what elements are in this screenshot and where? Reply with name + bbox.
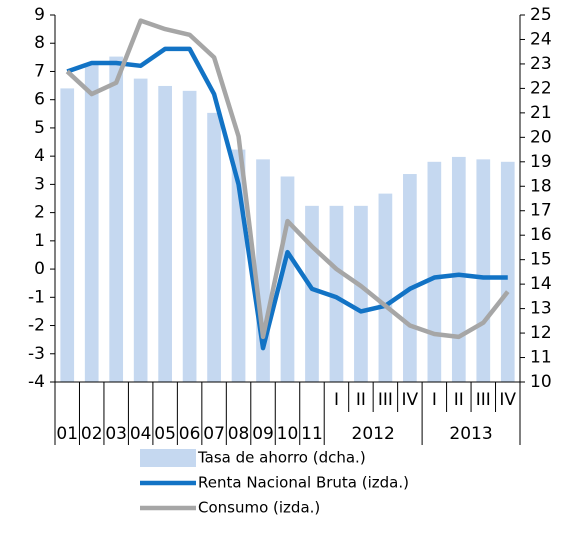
y-tick-label: -1 [28, 287, 45, 307]
y2-tick-label: 25 [530, 5, 552, 25]
y-tick-label: -4 [28, 372, 45, 392]
y-tick-label: -3 [28, 344, 45, 364]
x-tick-label: III [476, 390, 491, 410]
bar [476, 159, 491, 382]
bar [378, 193, 393, 382]
y2-tick-label: 20 [530, 127, 552, 147]
y-tick-label: 5 [34, 118, 45, 138]
x-tick-label: I [334, 390, 339, 410]
x-group-label: 2012 [352, 424, 395, 444]
x-tick-label: 02 [81, 424, 103, 444]
bar [109, 56, 124, 383]
x-tick-label: 05 [154, 424, 176, 444]
x-tick-label: 04 [130, 424, 152, 444]
y-tick-label: -2 [28, 316, 45, 336]
x-tick-label: 10 [277, 424, 299, 444]
axes: -4-3-2-101234567891011121314151617181920… [28, 5, 552, 445]
bar [133, 78, 148, 382]
x-tick-label: 01 [56, 424, 78, 444]
y2-tick-label: 24 [530, 29, 552, 49]
bar [427, 161, 442, 382]
bar [158, 85, 172, 382]
y2-tick-label: 14 [530, 274, 552, 294]
y2-tick-label: 10 [530, 372, 552, 392]
bar [207, 112, 221, 382]
y2-tick-label: 23 [530, 54, 552, 74]
y2-tick-label: 11 [530, 348, 552, 368]
x-tick-label: 08 [228, 424, 250, 444]
y-tick-label: 6 [34, 90, 45, 110]
legend-label: Consumo (izda.) [198, 499, 320, 517]
x-tick-label: II [454, 390, 464, 410]
x-tick-label: 11 [301, 424, 323, 444]
y2-tick-label: 13 [530, 299, 552, 319]
x-tick-label: IV [402, 390, 419, 410]
legend-swatch [140, 449, 196, 467]
x-tick-label: 09 [252, 424, 274, 444]
x-tick-label: IV [499, 390, 516, 410]
bar [329, 205, 344, 382]
y-tick-label: 1 [34, 231, 45, 251]
y2-tick-label: 12 [530, 323, 552, 343]
x-tick-label: 06 [179, 424, 201, 444]
bar [500, 161, 515, 382]
legend-label: Renta Nacional Bruta (izda.) [198, 474, 409, 492]
x-tick-label: 03 [105, 424, 127, 444]
x-tick-label: II [356, 390, 366, 410]
y2-tick-label: 21 [530, 103, 552, 123]
x-tick-label: III [378, 390, 393, 410]
bar [354, 205, 368, 382]
y2-tick-label: 22 [530, 78, 552, 98]
line [66, 46, 508, 351]
y2-tick-label: 18 [530, 176, 552, 196]
y-tick-label: 3 [34, 174, 45, 194]
y2-tick-label: 16 [530, 225, 552, 245]
y-tick-label: 0 [34, 259, 45, 279]
lines [65, 18, 510, 351]
bar [305, 205, 319, 382]
y-tick-label: 7 [34, 61, 45, 81]
x-tick-label: 07 [203, 424, 225, 444]
bar [403, 174, 417, 382]
bar [84, 63, 99, 382]
x-group-label: 2013 [449, 424, 492, 444]
y-tick-label: 2 [34, 203, 45, 223]
y-tick-label: 8 [34, 33, 45, 53]
x-tick-label: I [432, 390, 437, 410]
y-tick-label: 4 [34, 146, 45, 166]
line [65, 18, 510, 340]
bar [451, 156, 466, 382]
y2-tick-label: 19 [530, 152, 552, 172]
legend-label: Tasa de ahorro (dcha.) [197, 449, 366, 467]
y2-tick-label: 15 [530, 250, 552, 270]
y2-tick-label: 17 [530, 201, 552, 221]
bar [182, 90, 197, 382]
y-tick-label: 9 [34, 5, 45, 25]
bar [60, 88, 75, 383]
legend: Tasa de ahorro (dcha.) Renta Nacional Bru… [140, 449, 409, 517]
